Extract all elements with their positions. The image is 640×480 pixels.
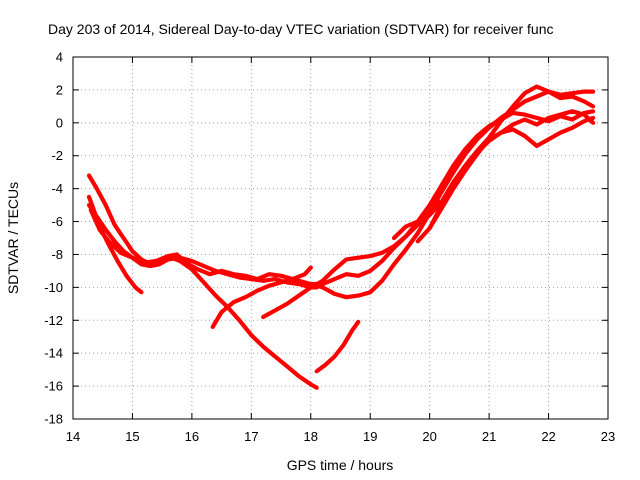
y-tick-label: -10 (44, 280, 63, 295)
x-tick-label: 16 (185, 429, 199, 444)
series-line-arc-4 (88, 207, 319, 390)
axis-ticks: 14 15 16 17 18 19 20 21 22 23-18-16-14-12-10-8-6-… (44, 50, 615, 445)
series-line-arc-12 (427, 109, 596, 231)
x-tick-label: 22 (541, 429, 555, 444)
series-line-arc-7 (314, 319, 361, 374)
series-line-arc-1 (86, 173, 319, 287)
series-line-arc-5 (210, 265, 313, 329)
series-line-arc-10 (391, 84, 596, 241)
x-tick-label: 17 (244, 429, 258, 444)
x-tick-label: 18 (304, 429, 318, 444)
series-line-arc-8 (308, 109, 596, 290)
gridlines (73, 57, 608, 419)
series-line-arc-2 (86, 203, 319, 290)
y-tick-label: -4 (51, 181, 63, 196)
y-tick-label: -2 (51, 148, 63, 163)
x-axis-label: GPS time / hours (287, 457, 394, 473)
y-tick-label: 4 (56, 50, 63, 65)
y-tick-label: -6 (51, 214, 63, 229)
x-tick-label: 23 (601, 429, 615, 444)
y-tick-label: 0 (56, 115, 63, 130)
y-tick-label: 2 (56, 82, 63, 97)
x-tick-label: 14 (66, 429, 80, 444)
y-tick-label: -12 (44, 313, 63, 328)
y-tick-label: -16 (44, 379, 63, 394)
chart-title: Day 203 of 2014, Sidereal Day-to-day VTE… (48, 21, 554, 37)
x-tick-label: 19 (363, 429, 377, 444)
data-series (86, 84, 596, 390)
x-tick-label: 20 (422, 429, 436, 444)
y-axis-label: SDTVAR / TECUs (5, 182, 21, 294)
plot-frame (72, 56, 609, 420)
x-tick-label: 15 (125, 429, 139, 444)
y-tick-label: -14 (44, 346, 63, 361)
y-tick-label: -8 (51, 247, 63, 262)
y-tick-label: -18 (44, 412, 63, 427)
series-line-arc-3 (86, 194, 144, 295)
x-tick-label: 21 (482, 429, 496, 444)
